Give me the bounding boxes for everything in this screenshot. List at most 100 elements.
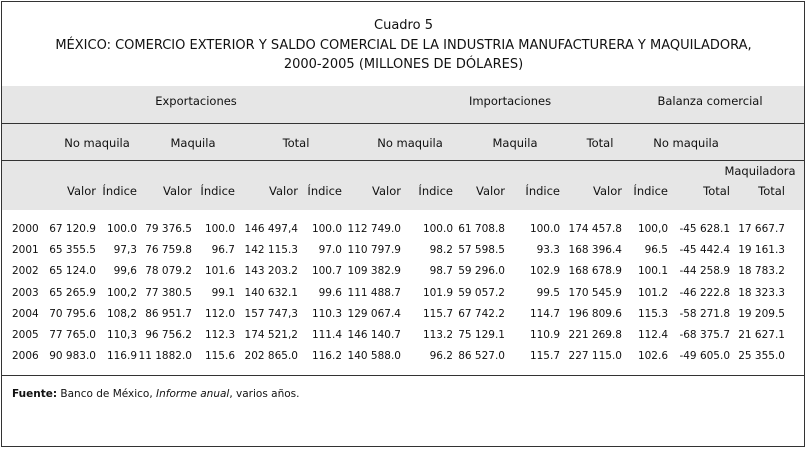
table-cell: 75 129.1 — [458, 329, 505, 341]
column-subgroup-header: No maquila — [64, 136, 130, 150]
table-cell: 196 809.6 — [568, 307, 622, 320]
table-cell: 140 632.1 — [244, 286, 298, 299]
column-header: Índice — [418, 184, 453, 198]
row-year: 2002 — [12, 265, 39, 278]
table-cell: 79 376.5 — [145, 223, 192, 235]
table-cell: 113.2 — [422, 329, 453, 341]
column-header: Valor — [593, 184, 622, 198]
table-cell: 115.7 — [529, 350, 560, 363]
column-header: Valor — [163, 184, 192, 198]
source-note: Fuente: Banco de México, Informe anual, … — [12, 388, 299, 400]
column-header: Índice — [102, 184, 137, 198]
table-cell: 59 296.0 — [458, 265, 505, 278]
table-cell: 102.6 — [637, 350, 668, 363]
table-cell: -46 222.8 — [679, 286, 730, 299]
table-cell: 100.1 — [637, 265, 668, 278]
column-subgroup-header: Total — [282, 136, 310, 150]
table-cell: 78 079.2 — [145, 265, 192, 278]
table-cell: 142 115.3 — [244, 244, 298, 257]
table-cell: 77 765.0 — [49, 329, 96, 341]
table-cell: 11 1882.0 — [138, 350, 192, 363]
column-subgroup-header: Maquila — [492, 136, 538, 150]
column-subgroup-header: Maquila — [170, 136, 216, 150]
column-header: Valor — [67, 184, 96, 198]
table-cell: 61 708.8 — [458, 223, 505, 235]
source-publication: Informe anual — [156, 388, 230, 400]
column-header: Índice — [200, 184, 235, 198]
column-header: Índice — [525, 184, 560, 198]
table-cell: 100.0 — [422, 223, 453, 235]
table-cell: -68 375.7 — [679, 329, 730, 341]
column-group-header: Exportaciones — [155, 94, 237, 108]
table-cell: 97.0 — [318, 244, 342, 257]
table-cell: 70 795.6 — [49, 307, 96, 320]
row-year: 2006 — [12, 350, 39, 363]
table-cell: -45 442.4 — [679, 244, 730, 257]
column-subgroup-header: No maquila — [377, 136, 443, 150]
table-cell: 100.0 — [311, 223, 342, 235]
table-cell: 96.7 — [211, 244, 235, 257]
table-cell: 98.2 — [429, 244, 453, 257]
table-cell: 100.0 — [106, 223, 137, 235]
table-cell: 227 115.0 — [568, 350, 622, 363]
table-cell: 86 951.7 — [145, 307, 192, 320]
table-cell: 99,6 — [113, 265, 137, 278]
column-header: Valor — [372, 184, 401, 198]
table-cell: -58 271.8 — [679, 307, 730, 320]
table-cell: -45 628.1 — [679, 223, 730, 235]
divider — [2, 160, 804, 161]
table-cell: 100.0 — [204, 223, 235, 235]
column-subgroup-header: Total — [586, 136, 614, 150]
table-cell: 110.3 — [311, 307, 342, 320]
table-cell: 112.3 — [204, 329, 235, 341]
table-cell: 18 783.2 — [738, 265, 785, 278]
table-cell: 146 497,4 — [244, 223, 298, 235]
divider — [2, 375, 804, 376]
table-cell: 202 865.0 — [244, 350, 298, 363]
source-text-end: , varios años. — [229, 388, 300, 400]
column-header: Total — [758, 184, 785, 198]
table-cell: 108,2 — [106, 307, 137, 320]
table-cell: 100.0 — [529, 223, 560, 235]
table-cell: 67 742.2 — [458, 307, 505, 320]
table-cell: 99.5 — [536, 286, 560, 299]
table-cell: 110 797.9 — [347, 244, 401, 257]
row-year: 2003 — [12, 286, 39, 299]
table-cell: 100,2 — [106, 286, 137, 299]
table-cell: 115.6 — [204, 350, 235, 363]
table-cell: 65 265.9 — [49, 286, 96, 299]
table-cell: 170 545.9 — [568, 286, 622, 299]
table-cell: 168 396.4 — [568, 244, 622, 257]
table-cell: 18 323.3 — [738, 286, 785, 299]
row-year: 2001 — [12, 244, 39, 257]
column-header: Índice — [307, 184, 342, 198]
table-cell: 140 588.0 — [347, 350, 401, 363]
table-cell: 101.2 — [637, 286, 668, 299]
table-cell: 112.4 — [637, 329, 668, 341]
table-cell: 98.7 — [429, 265, 453, 278]
table-title: MÉXICO: COMERCIO EXTERIOR Y SALDO COMERC… — [55, 38, 752, 53]
table-cell: 168 678.9 — [568, 265, 622, 278]
table-cell: 99.1 — [211, 286, 235, 299]
source-label: Fuente: — [12, 388, 58, 400]
table-cell: 101.6 — [204, 265, 235, 278]
table-cell: 96.5 — [644, 244, 668, 257]
table-cell: 102.9 — [529, 265, 560, 278]
table-cell: 76 759.8 — [145, 244, 192, 257]
table-cell: 57 598.5 — [458, 244, 505, 257]
table-cell: 129 067.4 — [347, 307, 401, 320]
table-cell: 93.3 — [536, 244, 560, 257]
table-cell: 90 983.0 — [49, 350, 96, 363]
table-number: Cuadro 5 — [374, 18, 433, 33]
table-cell: 65 124.0 — [49, 265, 96, 278]
table-cell: 96.2 — [429, 350, 453, 363]
table-cell: 112 749.0 — [347, 223, 401, 235]
table-cell: 114.7 — [529, 307, 560, 320]
table-cell: 111.4 — [311, 329, 342, 341]
table-cell: 109 382.9 — [347, 265, 401, 278]
table-cell: 110.9 — [529, 329, 560, 341]
table-cell: 67 120.9 — [49, 223, 96, 235]
table-cell: 65 355.5 — [49, 244, 96, 257]
